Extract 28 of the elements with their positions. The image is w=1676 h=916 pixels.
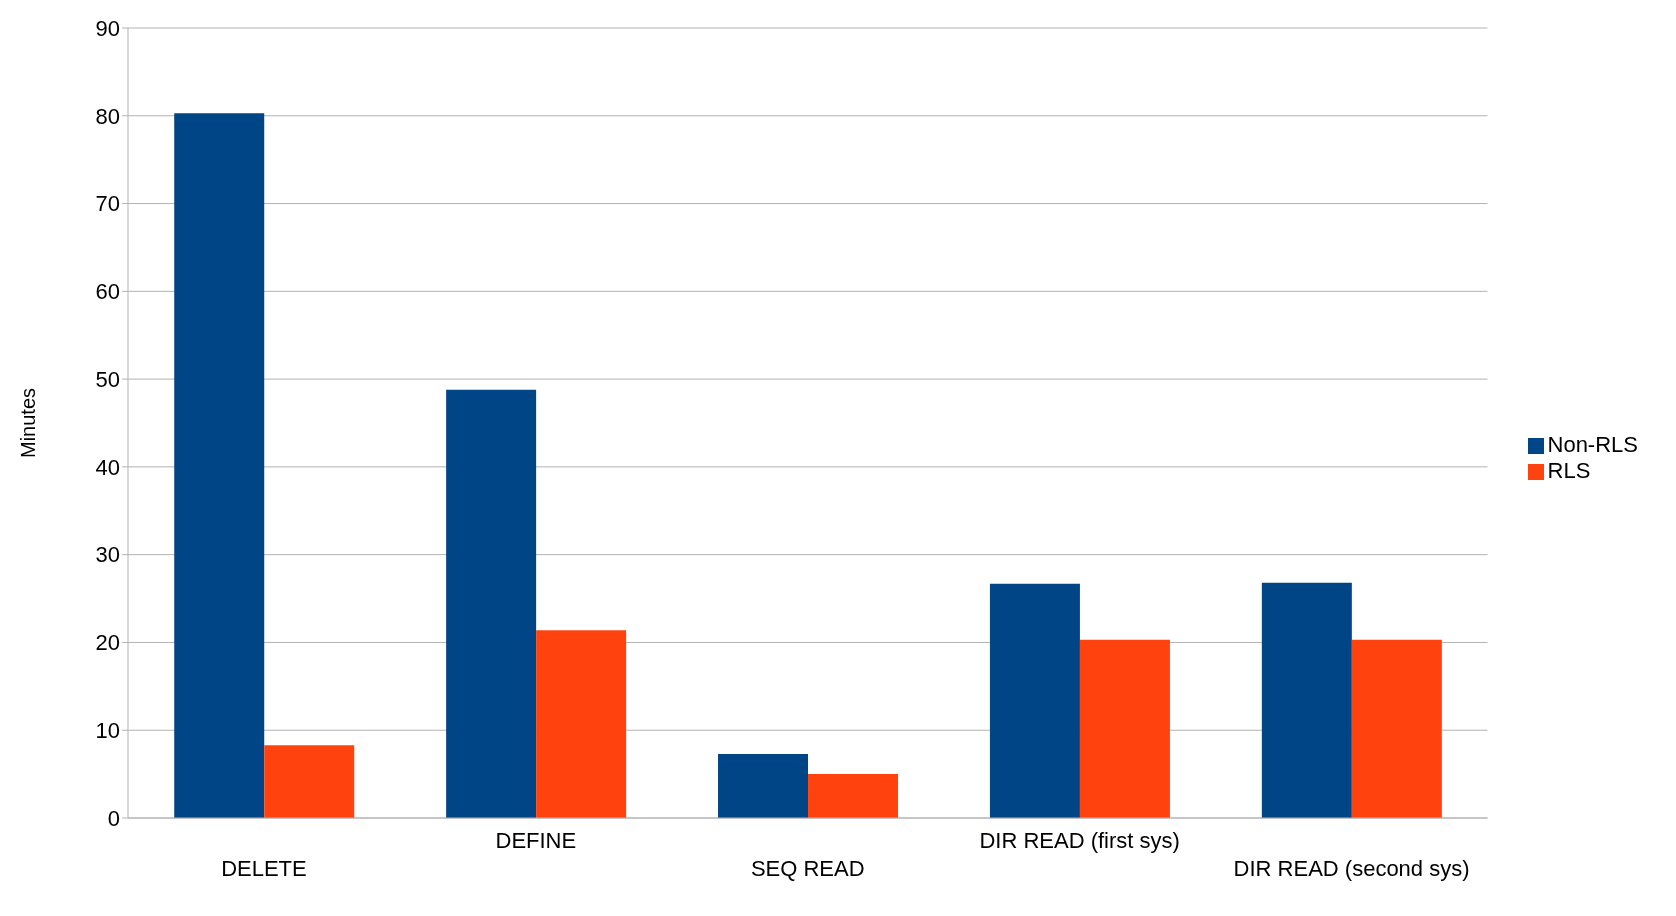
bar <box>174 113 265 818</box>
bar <box>264 745 355 818</box>
legend-label: RLS <box>1547 458 1591 483</box>
y-tick-label: 40 <box>95 454 120 480</box>
bar <box>718 753 809 818</box>
bar <box>536 630 627 818</box>
bar <box>1079 639 1170 818</box>
y-tick-label: 0 <box>107 805 120 831</box>
bar <box>808 774 899 818</box>
y-tick-label: 20 <box>95 630 120 656</box>
x-tick-label: SEQ READ <box>750 856 865 881</box>
bar <box>1261 582 1352 818</box>
y-tick-label: 90 <box>95 15 120 41</box>
y-tick-label: 10 <box>95 718 120 744</box>
y-tick-label: 80 <box>95 103 120 129</box>
y-tick-label: 70 <box>95 191 120 217</box>
x-tick-label: DIR READ (second sys) <box>1233 856 1470 881</box>
x-tick-label: DELETE <box>221 856 307 881</box>
x-tick-label: DEFINE <box>495 828 577 853</box>
y-axis-title: Minutes <box>17 387 40 459</box>
x-tick-label: DIR READ (first sys) <box>979 828 1180 853</box>
bar <box>446 389 537 818</box>
bar <box>1351 639 1442 818</box>
legend-label: Non-RLS <box>1547 432 1638 457</box>
bar <box>989 583 1080 818</box>
y-tick-label: 50 <box>95 366 120 392</box>
y-tick-label: 60 <box>95 279 120 305</box>
y-tick-label: 30 <box>95 542 120 568</box>
